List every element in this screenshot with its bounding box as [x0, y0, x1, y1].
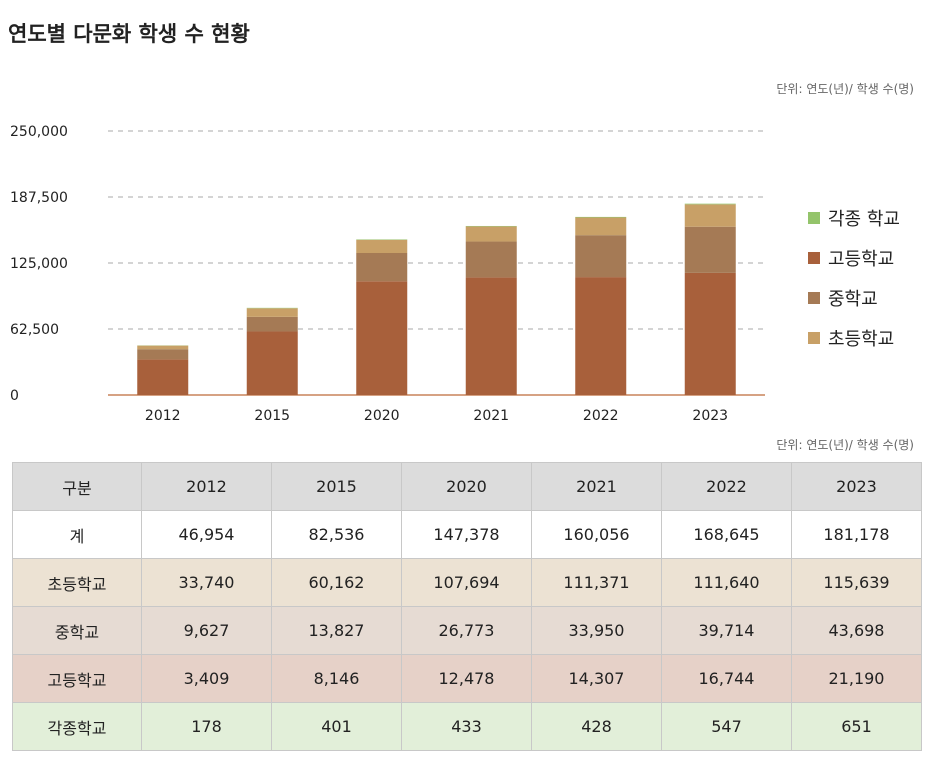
- chart-legend: 각종 학교 고등학교 중학교 초등학교: [808, 198, 900, 358]
- bar-segment-elementary: [575, 217, 627, 236]
- bar-segment-middle: [246, 316, 298, 332]
- table-cell: 111,640: [661, 558, 792, 607]
- bar-segment-elementary: [246, 308, 298, 317]
- row-label: 초등학교: [12, 558, 142, 607]
- chart-title: 연도별 다문화 학생 수 현황: [8, 22, 250, 46]
- y-tick-label: 62,500: [10, 322, 59, 338]
- bar-segment-elementary: [137, 345, 189, 350]
- table-cell: 651: [791, 702, 922, 751]
- table-cell: 14,307: [531, 654, 662, 703]
- table-row-high: 고등학교 3,409 8,146 12,478 14,307 16,744 21…: [12, 654, 922, 703]
- bar-segment-middle: [465, 241, 517, 278]
- table-cell: 13,827: [271, 606, 402, 655]
- table-cell: 82,536: [271, 510, 402, 559]
- header-cell-year: 2023: [791, 462, 922, 511]
- table-cell: 428: [531, 702, 662, 751]
- x-tick-label: 2023: [692, 408, 728, 424]
- bar-segment-middle: [137, 349, 189, 360]
- table-cell: 178: [141, 702, 272, 751]
- data-table: 구분 2012 2015 2020 2021 2022 2023 계 46,95…: [12, 462, 922, 751]
- table-row-elementary: 초등학교 33,740 60,162 107,694 111,371 111,6…: [12, 558, 922, 607]
- bar-segment-high: [246, 331, 298, 395]
- table-cell: 147,378: [401, 510, 532, 559]
- table-cell: 21,190: [791, 654, 922, 703]
- table-cell: 3,409: [141, 654, 272, 703]
- table-cell: 9,627: [141, 606, 272, 655]
- header-cell-year: 2021: [531, 462, 662, 511]
- unit-label-chart: 단위: 연도(년)/ 학생 수(명): [776, 82, 914, 96]
- table-cell: 43,698: [791, 606, 922, 655]
- y-tick-label: 125,000: [10, 256, 68, 272]
- header-cell-year: 2012: [141, 462, 272, 511]
- legend-label-middle: 중학교: [828, 289, 878, 310]
- legend-label-other: 각종 학교: [828, 209, 900, 230]
- header-cell-year: 2020: [401, 462, 532, 511]
- x-tick-label: 2015: [254, 408, 290, 424]
- table-cell: 33,740: [141, 558, 272, 607]
- stacked-bar-chart: 0 62,500 125,000 187,500 250,000 2012 2015 2020…: [10, 124, 765, 424]
- bar-segment-other: [575, 216, 627, 218]
- bar-segment-high: [575, 277, 627, 395]
- table-cell: 26,773: [401, 606, 532, 655]
- row-label: 중학교: [12, 606, 142, 655]
- table-cell: 433: [401, 702, 532, 751]
- table-cell: 39,714: [661, 606, 792, 655]
- header-cell-category: 구분: [12, 462, 142, 511]
- table-cell: 12,478: [401, 654, 532, 703]
- row-label: 각종학교: [12, 702, 142, 751]
- unit-label-table: 단위: 연도(년)/ 학생 수(명): [776, 438, 914, 452]
- table-cell: 115,639: [791, 558, 922, 607]
- table-header-row: 구분 2012 2015 2020 2021 2022 2023: [12, 462, 922, 511]
- row-label: 계: [12, 510, 142, 559]
- bar-segment-high: [137, 359, 189, 395]
- table-cell: 60,162: [271, 558, 402, 607]
- table-cell: 168,645: [661, 510, 792, 559]
- table-row-other: 각종학교 178 401 433 428 547 651: [12, 702, 922, 751]
- legend-swatch-middle: [808, 292, 820, 304]
- x-tick-label: 2012: [145, 408, 181, 424]
- x-tick-label: 2021: [473, 408, 509, 424]
- legend-swatch-high: [808, 252, 820, 264]
- table-cell: 8,146: [271, 654, 402, 703]
- bar-segment-other: [684, 203, 736, 205]
- header-cell-year: 2015: [271, 462, 402, 511]
- bar-segment-middle: [356, 253, 408, 282]
- table-cell: 401: [271, 702, 402, 751]
- table-cell: 160,056: [531, 510, 662, 559]
- table-cell: 547: [661, 702, 792, 751]
- legend-item-other: 각종 학교: [808, 198, 900, 238]
- bar-segment-high: [465, 277, 517, 395]
- x-tick-label: 2020: [364, 408, 400, 424]
- bar-segment-middle: [575, 235, 627, 278]
- bar-segment-middle: [684, 226, 736, 273]
- legend-item-elementary: 초등학교: [808, 318, 900, 358]
- bar-segment-high: [356, 281, 408, 395]
- table-cell: 46,954: [141, 510, 272, 559]
- table-cell: 16,744: [661, 654, 792, 703]
- row-label: 고등학교: [12, 654, 142, 703]
- legend-item-middle: 중학교: [808, 278, 900, 318]
- table-row-middle: 중학교 9,627 13,827 26,773 33,950 39,714 43…: [12, 606, 922, 655]
- legend-item-high: 고등학교: [808, 238, 900, 278]
- table-row-total: 계 46,954 82,536 147,378 160,056 168,645 …: [12, 510, 922, 559]
- legend-label-elementary: 초등학교: [828, 329, 895, 350]
- legend-label-high: 고등학교: [828, 249, 895, 270]
- bar-segment-elementary: [465, 226, 517, 242]
- y-tick-label: 0: [10, 388, 19, 404]
- legend-swatch-other: [808, 212, 820, 224]
- table-cell: 111,371: [531, 558, 662, 607]
- bar-segment-high: [684, 272, 736, 395]
- table-cell: 107,694: [401, 558, 532, 607]
- bar-segment-elementary: [684, 204, 736, 227]
- y-tick-label: 250,000: [10, 124, 68, 140]
- x-tick-label: 2022: [583, 408, 619, 424]
- header-cell-year: 2022: [661, 462, 792, 511]
- y-tick-label: 187,500: [10, 190, 68, 206]
- legend-swatch-elementary: [808, 332, 820, 344]
- table-cell: 33,950: [531, 606, 662, 655]
- bar-segment-elementary: [356, 239, 408, 254]
- table-cell: 181,178: [791, 510, 922, 559]
